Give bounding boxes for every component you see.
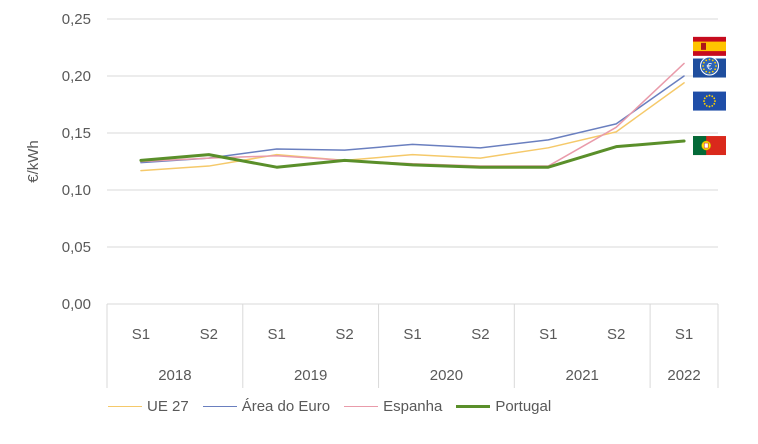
x-year-label: 2020 [430, 367, 463, 384]
x-year-label: 2019 [294, 367, 327, 384]
series-line [139, 139, 686, 169]
y-tick-label: 0,25 [62, 11, 91, 28]
x-year-label: 2021 [566, 367, 599, 384]
y-tick-label: 0,05 [62, 239, 91, 256]
y-tick-label: 0,15 [62, 125, 91, 142]
legend-swatch [456, 405, 491, 408]
x-tick-label: S1 [132, 326, 150, 343]
euro-area-flag-icon: € [693, 56, 726, 78]
y-tick-label: 0,20 [62, 68, 91, 85]
x-tick-label: S2 [335, 326, 353, 343]
eu-flag-icon [693, 91, 726, 111]
legend-item: Espanha [344, 398, 442, 415]
x-year-label: 2018 [158, 367, 191, 384]
svg-text:€: € [707, 63, 713, 73]
legend-swatch [108, 406, 142, 407]
x-tick-label: S2 [200, 326, 218, 343]
legend-label: Área do Euro [241, 398, 331, 415]
x-tick-label: S1 [539, 326, 557, 343]
y-axis-label: €/kWh [25, 140, 42, 183]
x-tick-label: S1 [403, 326, 421, 343]
legend-item: Área do Euro [202, 398, 331, 415]
legend-label: UE 27 [147, 398, 189, 415]
x-tick-label: S1 [675, 326, 693, 343]
y-tick-label: 0,10 [62, 182, 91, 199]
series-line [140, 75, 685, 164]
legend-label: Portugal [495, 398, 552, 415]
portugal-flag-icon [693, 136, 726, 156]
legend-swatch [202, 406, 237, 407]
spain-flag-icon [693, 36, 726, 56]
legend-item: UE 27 [108, 398, 189, 415]
chart-legend: UE 27 Área do Euro Espanha Portugal [108, 398, 551, 415]
x-tick-label: S2 [471, 326, 489, 343]
legend-item: Portugal [456, 398, 551, 415]
legend-label: Espanha [383, 398, 443, 415]
series-line [140, 82, 685, 172]
x-tick-label: S1 [268, 326, 286, 343]
legend-swatch [344, 406, 379, 407]
x-year-label: 2022 [667, 367, 700, 384]
y-tick-label: 0,00 [62, 296, 91, 313]
x-tick-label: S2 [607, 326, 625, 343]
